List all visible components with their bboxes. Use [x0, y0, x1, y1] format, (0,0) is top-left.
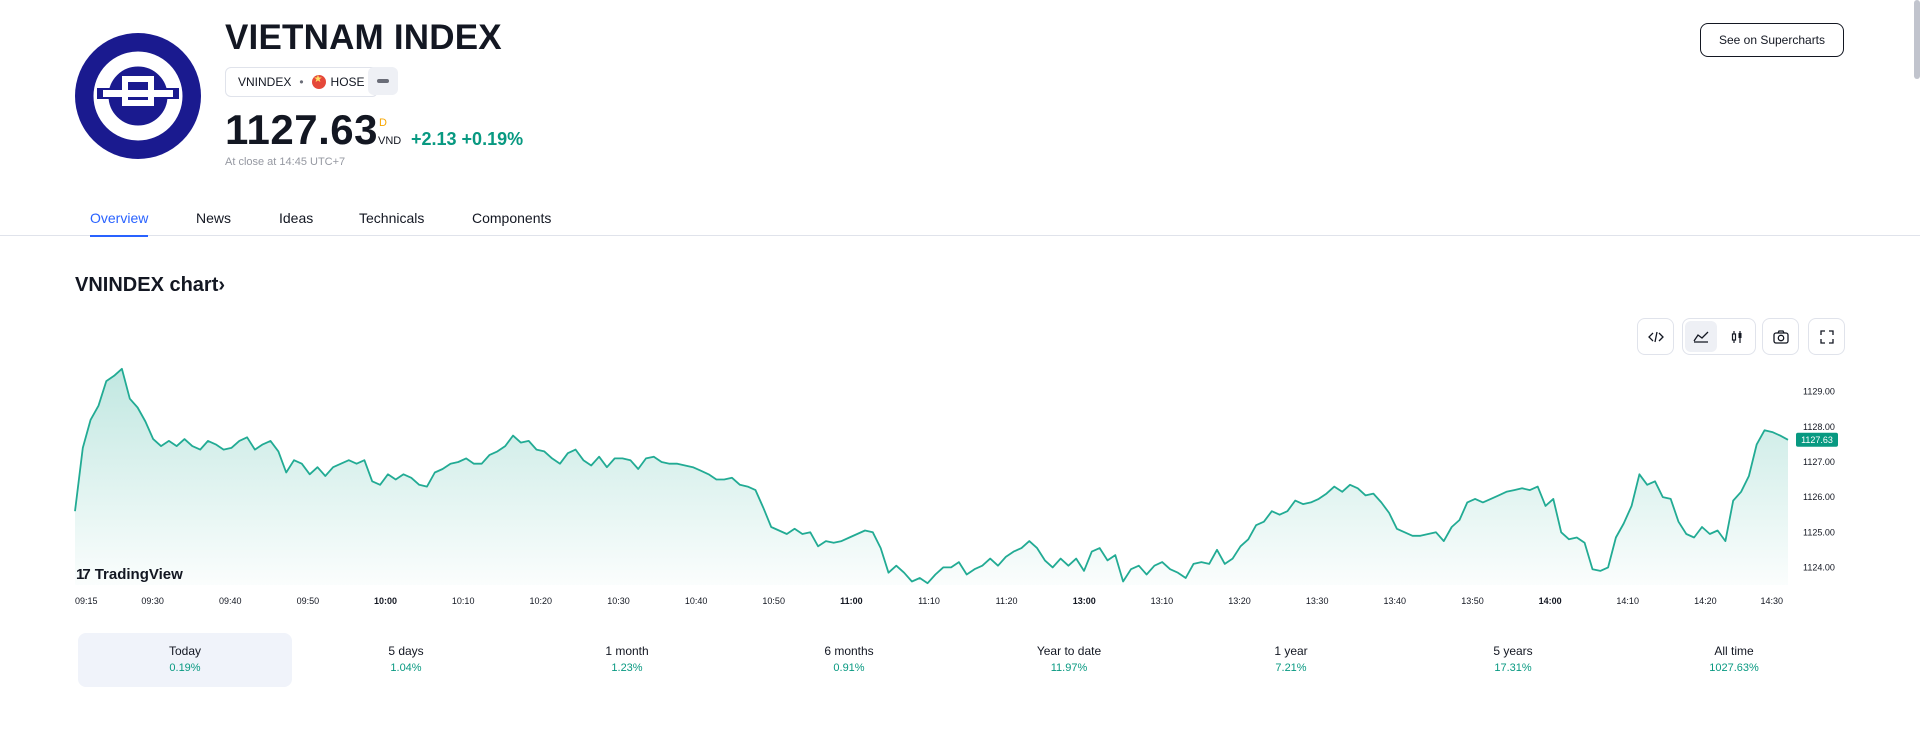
- index-logo: [75, 33, 201, 159]
- x-tick-label: 13:50: [1461, 596, 1484, 606]
- exchange-label: HOSE: [330, 75, 365, 89]
- y-tick-label: 1129.00: [1803, 387, 1835, 397]
- chart-title-link[interactable]: VNINDEX chart›: [75, 274, 225, 297]
- x-tick-label: 14:10: [1616, 596, 1639, 606]
- period-1-month[interactable]: 1 month 1.23%: [520, 633, 734, 687]
- candles-icon: [1731, 330, 1742, 343]
- y-tick-label: 1126.00: [1803, 492, 1835, 502]
- currency-label: VND: [378, 135, 402, 147]
- x-tick-label: 10:00: [374, 596, 397, 606]
- symbol-label: VNINDEX: [238, 75, 292, 89]
- last-price-label: 1127.63: [1801, 435, 1833, 445]
- period-value: 17.31%: [1494, 662, 1532, 674]
- fullscreen-button[interactable]: [1808, 318, 1845, 355]
- index-logo-icon: [93, 51, 183, 141]
- x-tick-label: 10:30: [607, 596, 630, 606]
- period-label: Today: [168, 644, 202, 658]
- embed-icon: [1647, 331, 1664, 342]
- period-label: 1 month: [605, 644, 649, 658]
- x-tick-label: 13:40: [1384, 596, 1407, 606]
- embed-button[interactable]: [1637, 318, 1674, 355]
- symbol-badge[interactable]: VNINDEX • HOSE: [225, 67, 378, 97]
- x-tick-label: 09:50: [297, 596, 320, 606]
- minus-icon: [377, 79, 389, 83]
- period-label: 6 months: [824, 644, 874, 658]
- price-area-fill: [75, 368, 1788, 585]
- screenshot-button[interactable]: [1762, 318, 1799, 355]
- x-tick-label: 09:15: [75, 596, 98, 606]
- period-value: 0.19%: [169, 662, 201, 674]
- period-today[interactable]: Today 0.19%: [78, 633, 292, 687]
- period-value: 7.21%: [1275, 662, 1307, 674]
- period-all-time[interactable]: All time 1027.63%: [1627, 633, 1841, 687]
- tab-overview[interactable]: Overview: [90, 210, 149, 237]
- page-title: VIETNAM INDEX: [225, 18, 502, 57]
- separator-dot: •: [299, 75, 304, 89]
- chevron-right-icon: ›: [218, 274, 226, 296]
- x-tick-label: 13:10: [1151, 596, 1174, 606]
- chart-title: VNINDEX chart: [75, 274, 219, 296]
- x-tick-label: 13:20: [1228, 596, 1251, 606]
- tradingview-brand: TradingView: [94, 566, 183, 583]
- price-series-line: [74, 367, 1789, 585]
- x-tick-label: 10:20: [530, 596, 553, 606]
- last-price-badge: [1796, 432, 1838, 447]
- tab-components[interactable]: Components: [472, 210, 552, 226]
- period-1-year[interactable]: 1 year 7.21%: [1184, 633, 1398, 687]
- period-6-months[interactable]: 6 months 0.91%: [742, 633, 956, 687]
- period-performance: Today 0.19% 5 days 1.04% 1 month 1.23% 6 mo…: [78, 633, 1843, 687]
- period-label: 1 year: [1274, 644, 1308, 658]
- x-tick-label: 11:00: [840, 596, 863, 606]
- camera-icon: [1772, 329, 1789, 344]
- area-chart-button[interactable]: [1685, 321, 1717, 352]
- tab-bar: Overview News Ideas Technicals Component…: [0, 208, 1920, 237]
- x-tick-label: 09:30: [141, 596, 164, 606]
- x-tick-label: 10:10: [452, 596, 475, 606]
- x-tick-label: 11:10: [918, 596, 940, 606]
- period-year-to-date[interactable]: Year to date 11.97%: [962, 633, 1176, 687]
- more-button[interactable]: [368, 67, 398, 95]
- y-tick-label: 1125.00: [1803, 527, 1835, 537]
- y-tick-label: 1128.00: [1803, 422, 1835, 432]
- period-value: 11.97%: [1050, 662, 1088, 674]
- fullscreen-icon: [1819, 329, 1834, 344]
- period-value: 1.04%: [390, 662, 422, 674]
- period-value: 0.91%: [833, 662, 865, 674]
- vietnam-flag-icon: [311, 74, 326, 89]
- x-tick-label: 11:20: [996, 596, 1018, 606]
- price-chart[interactable]: 1129.00 1128.00 1127.00 1126.00 1125.00 1124.…: [0, 360, 1920, 610]
- period-label: 5 years: [1493, 644, 1533, 658]
- x-tick-label: 14:30: [1760, 596, 1783, 606]
- close-time: At close at 14:45 UTC+7: [225, 156, 346, 168]
- x-tick-label: 14:00: [1539, 596, 1562, 606]
- price-change: +2.13 +0.19%: [411, 129, 524, 149]
- x-tick-label: 09:40: [219, 596, 242, 606]
- tab-news[interactable]: News: [196, 210, 232, 226]
- period-5-years[interactable]: 5 years 17.31%: [1406, 633, 1620, 687]
- area-chart-icon: [1693, 331, 1709, 343]
- y-tick-label: 1124.00: [1803, 562, 1835, 572]
- see-on-supercharts-button[interactable]: See on Supercharts: [1700, 23, 1844, 57]
- period-label: 5 days: [388, 644, 424, 658]
- period-label: Year to date: [1036, 644, 1102, 658]
- period-value: 1.23%: [611, 662, 643, 674]
- page-scrollbar[interactable]: [1914, 0, 1920, 79]
- y-tick-label: 1127.00: [1803, 457, 1835, 467]
- candles-button[interactable]: [1721, 321, 1753, 352]
- tradingview-mark-icon: 17: [76, 566, 91, 583]
- x-tick-label: 13:30: [1306, 596, 1329, 606]
- tab-ideas[interactable]: Ideas: [279, 210, 314, 226]
- tab-technicals[interactable]: Technicals: [359, 210, 425, 226]
- chart-type-toggle: [1682, 318, 1756, 355]
- x-tick-label: 14:20: [1694, 596, 1717, 606]
- x-tick-label: 13:00: [1073, 596, 1096, 606]
- period-value: 1027.63%: [1709, 662, 1759, 674]
- current-price: 1127.63: [225, 106, 379, 153]
- x-tick-label: 10:50: [762, 596, 785, 606]
- x-tick-label: 10:40: [685, 596, 708, 606]
- delayed-mark: D: [379, 117, 387, 129]
- period-5-days[interactable]: 5 days 1.04%: [299, 633, 513, 687]
- tradingview-logo[interactable]: 17 TradingView: [76, 566, 183, 583]
- period-label: All time: [1714, 644, 1754, 658]
